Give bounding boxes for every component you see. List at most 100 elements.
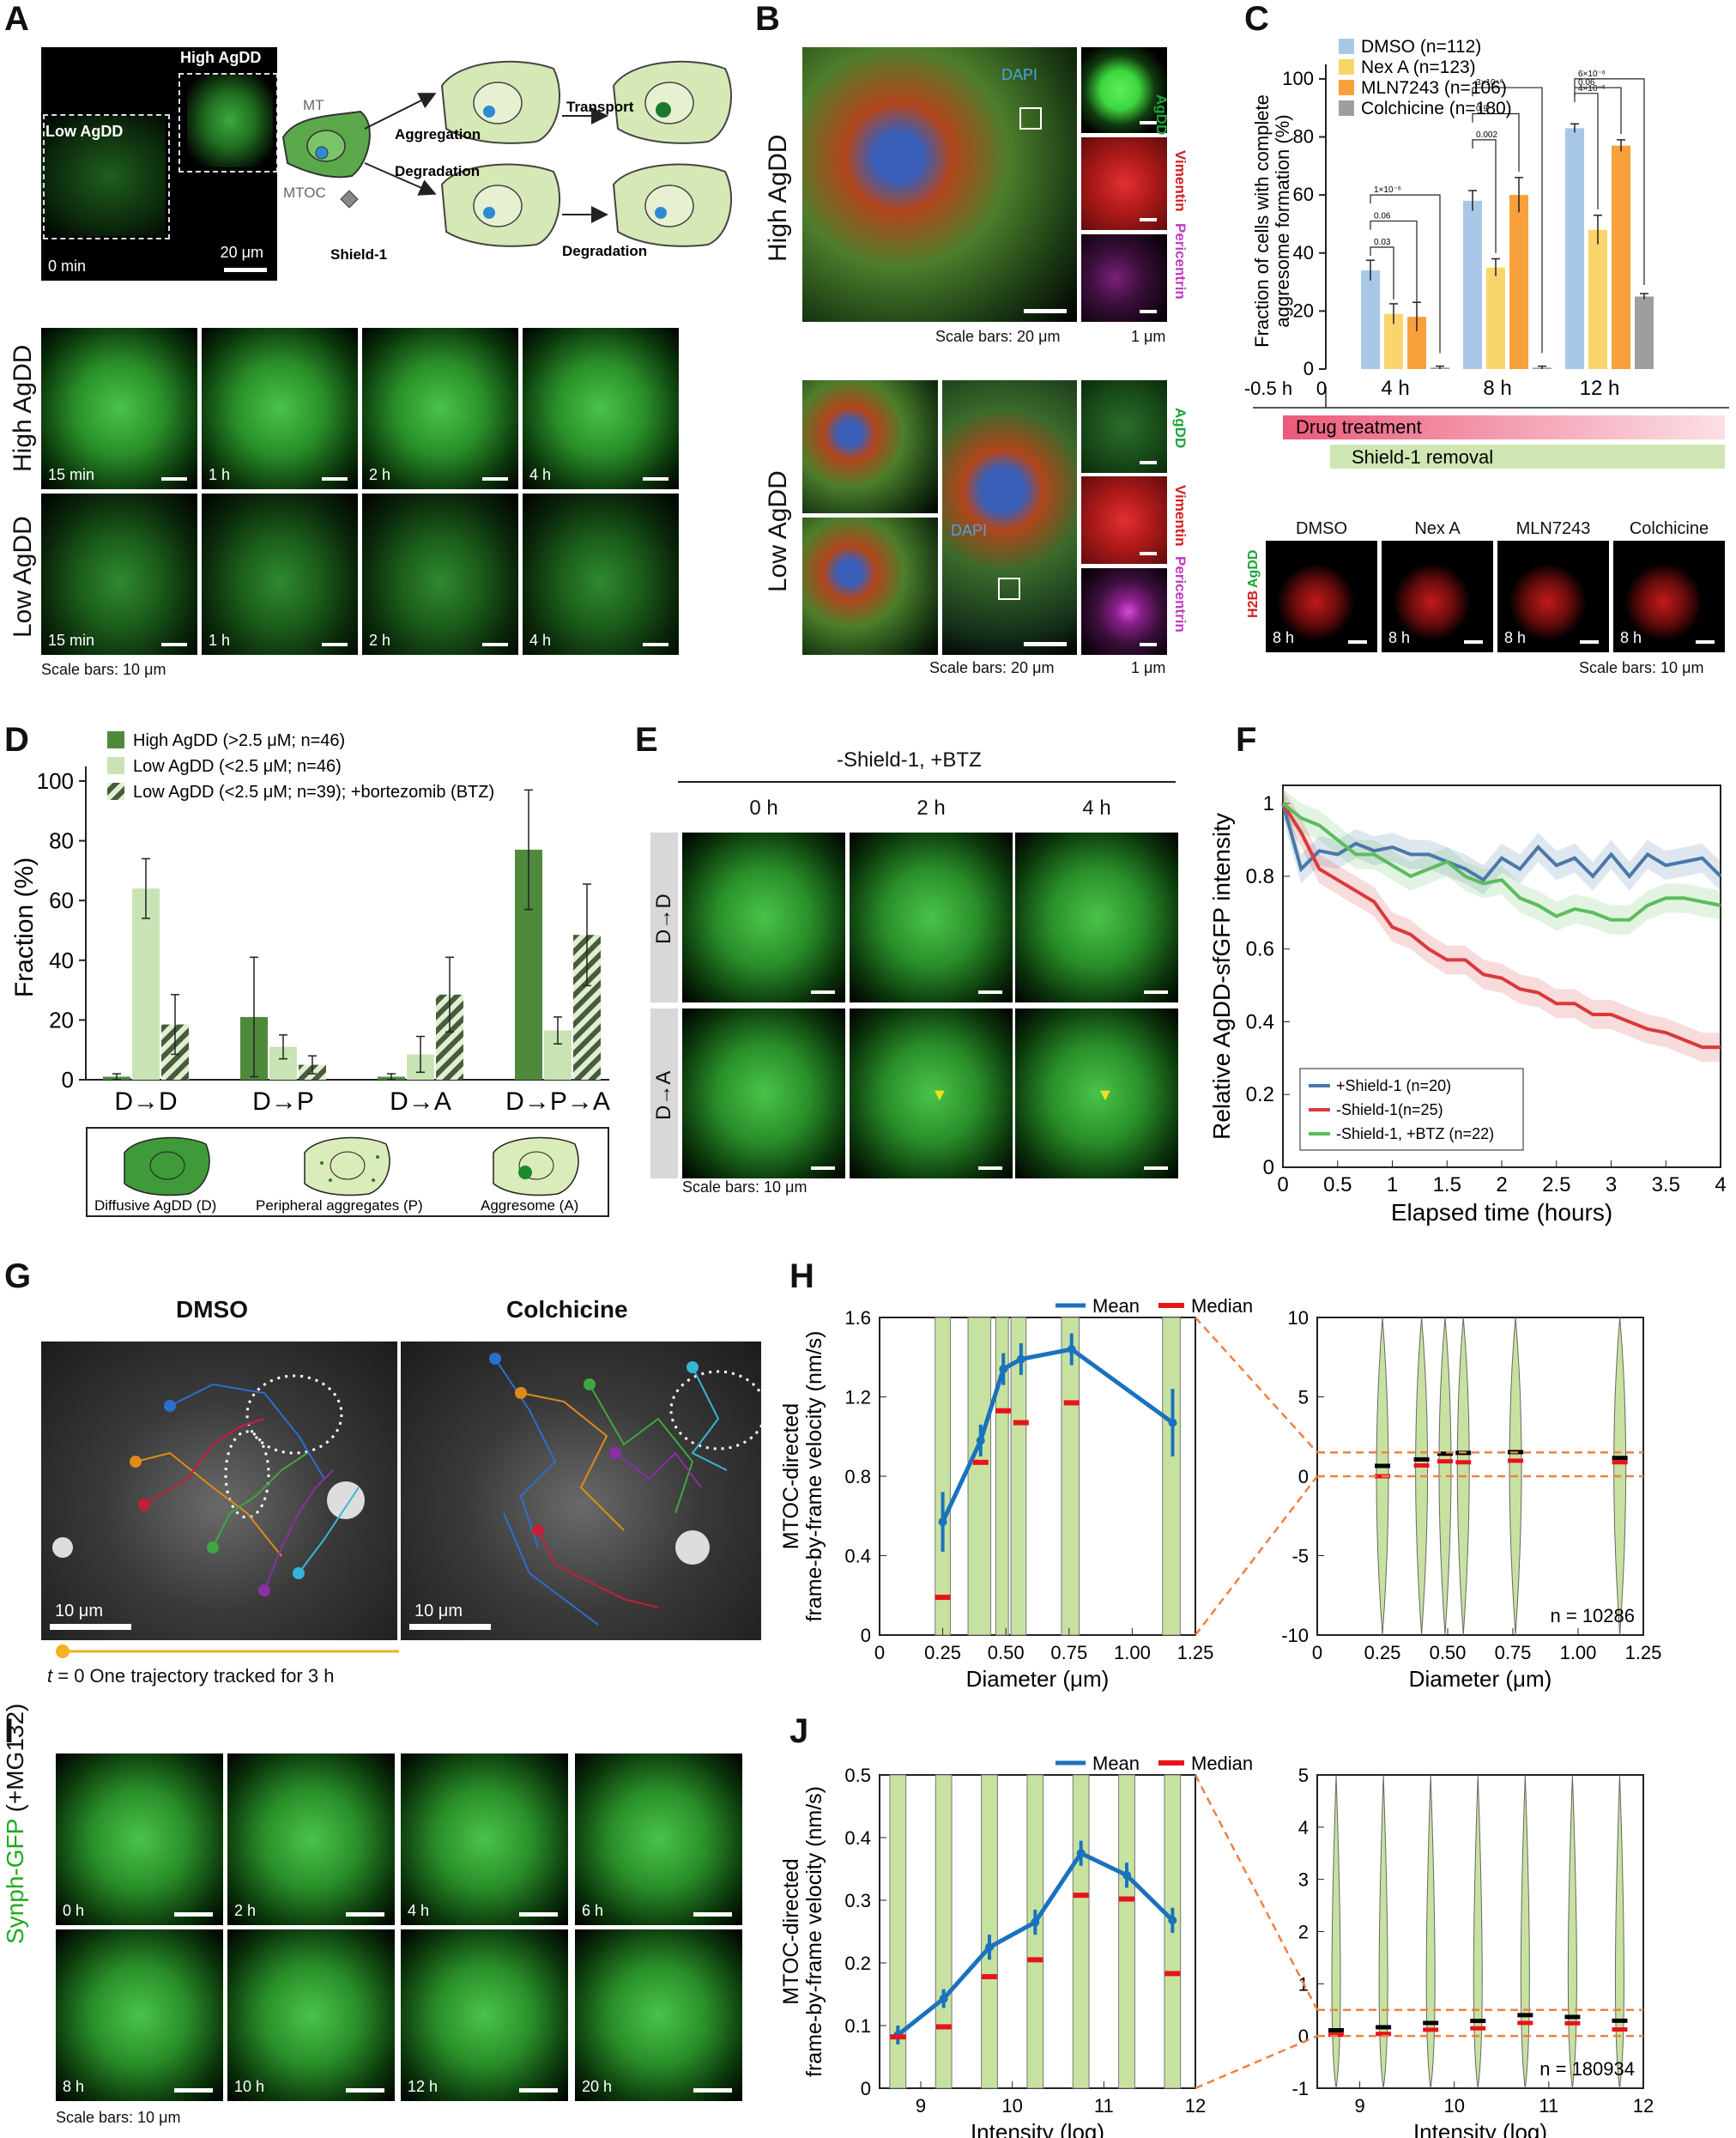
x-tick-label: 0.50 — [988, 1642, 1025, 1663]
e-scale-bar — [811, 990, 835, 994]
panel-a-overview-image: Low AgDD High AgDD 0 min 20 μm — [41, 47, 277, 281]
f-x-tick-label: 0 — [1277, 1173, 1288, 1196]
f-legend-box — [1299, 1068, 1524, 1151]
violin-median-marker — [1437, 1459, 1453, 1464]
median-marker — [1027, 1957, 1043, 1963]
b-low-image-1 — [802, 380, 938, 513]
xlabel: Diameter (μm) — [966, 1666, 1110, 1692]
i-time-label: 8 h — [63, 2078, 85, 2095]
a-time-image: 1 h — [202, 494, 358, 655]
c-bar — [1509, 195, 1528, 369]
c-image-title: MLN7243 — [1515, 519, 1591, 538]
legend-median-swatch — [1158, 1303, 1184, 1308]
a-time-image: 2 h — [362, 494, 518, 655]
c-legend-swatch — [1339, 80, 1354, 95]
c-scale-note: Scale bars: 10 μm — [1579, 659, 1704, 676]
i-image: 2 h — [227, 1753, 395, 1925]
f-y-tick-label: 0.4 — [1246, 1010, 1274, 1033]
c-image-time: 8 h — [1388, 629, 1411, 646]
mean-marker — [939, 1994, 948, 2003]
b-high-main-image: DAPI — [802, 47, 1077, 322]
d-y-tick-label: 20 — [49, 1007, 74, 1033]
ry-tick-label: -1 — [1291, 2078, 1309, 2099]
rx-tick-label: 0.50 — [1430, 1642, 1467, 1663]
rx-tick-label: 9 — [1354, 2095, 1364, 2117]
violin-shape — [1331, 1774, 1341, 2089]
b-high-inset-agdd — [1081, 47, 1167, 133]
c-scale-bar — [1696, 640, 1715, 644]
panel-letter-d: D — [4, 721, 29, 759]
b-dapi-label-2: DAPI — [951, 522, 988, 539]
c-image-channel-h2b: H2B — [1246, 590, 1261, 618]
y-tick-label: 0.5 — [844, 1765, 871, 1786]
c-bar — [1361, 270, 1380, 369]
e-row-label: D→A — [652, 1070, 675, 1120]
c-pvalue-bracket — [1574, 93, 1599, 210]
panel-h-chart: 0 0.25 0.50 0.75 1.00 1.25 0 0.4 0.8 1.2 1.6 Diamet… — [781, 1295, 1661, 1692]
n-label: n = 10286 — [1551, 1605, 1635, 1626]
violin-median-marker — [1413, 1463, 1430, 1468]
violin-mean-marker — [1328, 2027, 1345, 2032]
high-agdd-label: High AgDD — [180, 49, 262, 66]
d-x-category: D→P — [252, 1087, 314, 1116]
a-scale-bar — [643, 643, 668, 646]
d-y-tick-label: 60 — [49, 887, 74, 913]
c-bar — [1588, 229, 1607, 369]
ry-tick-label: -5 — [1291, 1546, 1309, 1567]
c-legend-swatch — [1339, 39, 1354, 54]
c-pvalue-label: 3×10⁻⁶ — [1476, 78, 1503, 88]
i-scale-bar — [346, 2088, 384, 2093]
c-shield-label: Shield-1 removal — [1352, 446, 1493, 468]
violin-mean-marker — [1517, 2013, 1533, 2018]
median-marker — [1063, 1400, 1080, 1406]
i-time-label: 2 h — [234, 1902, 257, 1919]
violin-mean-marker — [1612, 1456, 1628, 1461]
ry-tick-label: 2 — [1298, 1922, 1309, 1943]
x-tick-label: 1.25 — [1177, 1642, 1214, 1663]
c-y-tick-label: 100 — [1282, 68, 1314, 89]
f-x-tick-label: 2.5 — [1542, 1173, 1570, 1196]
i-ylabel: Synph-GFP (+MG132) — [2, 1704, 29, 1944]
ry-tick-label: 3 — [1298, 1869, 1309, 1891]
g-scale-label-2: 10 μm — [414, 1602, 463, 1620]
f-y-tick-label: 0.6 — [1246, 938, 1274, 961]
d-legend-label: Low AgDD (<2.5 μM; n=39); +bortezomib (B… — [133, 783, 494, 802]
d-legend-swatch — [107, 783, 124, 800]
c-image: 8 h — [1613, 541, 1725, 652]
e-col-label: 2 h — [916, 796, 946, 820]
bin-rect — [935, 1774, 953, 2089]
b-low-ch-vimentin: Vimentin — [1172, 485, 1189, 547]
i-time-label: 10 h — [234, 2078, 265, 2095]
a-time-image: 4 h — [523, 494, 679, 655]
legend-median-swatch — [1158, 1760, 1184, 1766]
c-pvalue-label: 0.002 — [1476, 130, 1497, 140]
violin-shape — [1473, 1774, 1483, 2089]
d-y-tick-label: 100 — [37, 768, 74, 794]
ry-tick-label: 10 — [1288, 1307, 1309, 1329]
a-row-label: Low AgDD — [9, 516, 37, 638]
x-tick-label: 0 — [874, 1642, 885, 1663]
a-time-image: 4 h — [523, 328, 679, 489]
a-scale-bar — [322, 643, 348, 646]
i-time-label: 20 h — [582, 2078, 613, 2095]
i-scale-bar — [519, 1912, 558, 1917]
f-y-tick-label: 0.8 — [1246, 865, 1274, 888]
c-image: 8 h — [1382, 541, 1493, 652]
violin-median-marker — [1508, 1458, 1524, 1463]
c-legend-swatch — [1339, 100, 1354, 116]
panel-letter-c: C — [1244, 0, 1269, 38]
d-y-tick-label: 40 — [49, 948, 74, 973]
b-low-scale-inset: 1 μm — [1131, 659, 1166, 676]
f-ylabel: Relative AgDD-sfGFP intensity — [1208, 813, 1235, 1140]
f-x-tick-label: 4 — [1715, 1173, 1726, 1196]
f-y-tick-label: 0 — [1263, 1156, 1274, 1179]
x-tick-label: 9 — [916, 2095, 926, 2117]
c-image-title: Nex A — [1414, 519, 1461, 538]
scale-bar — [224, 268, 267, 272]
b-low-image-2 — [802, 518, 938, 655]
i-time-label: 12 h — [408, 2078, 439, 2095]
b-high-ch-pericentrin: Pericentrin — [1172, 223, 1189, 300]
c-image-title: Colchicine — [1629, 519, 1709, 538]
c-scale-bar — [1580, 640, 1599, 644]
rx-tick-label: 0.75 — [1495, 1642, 1532, 1663]
